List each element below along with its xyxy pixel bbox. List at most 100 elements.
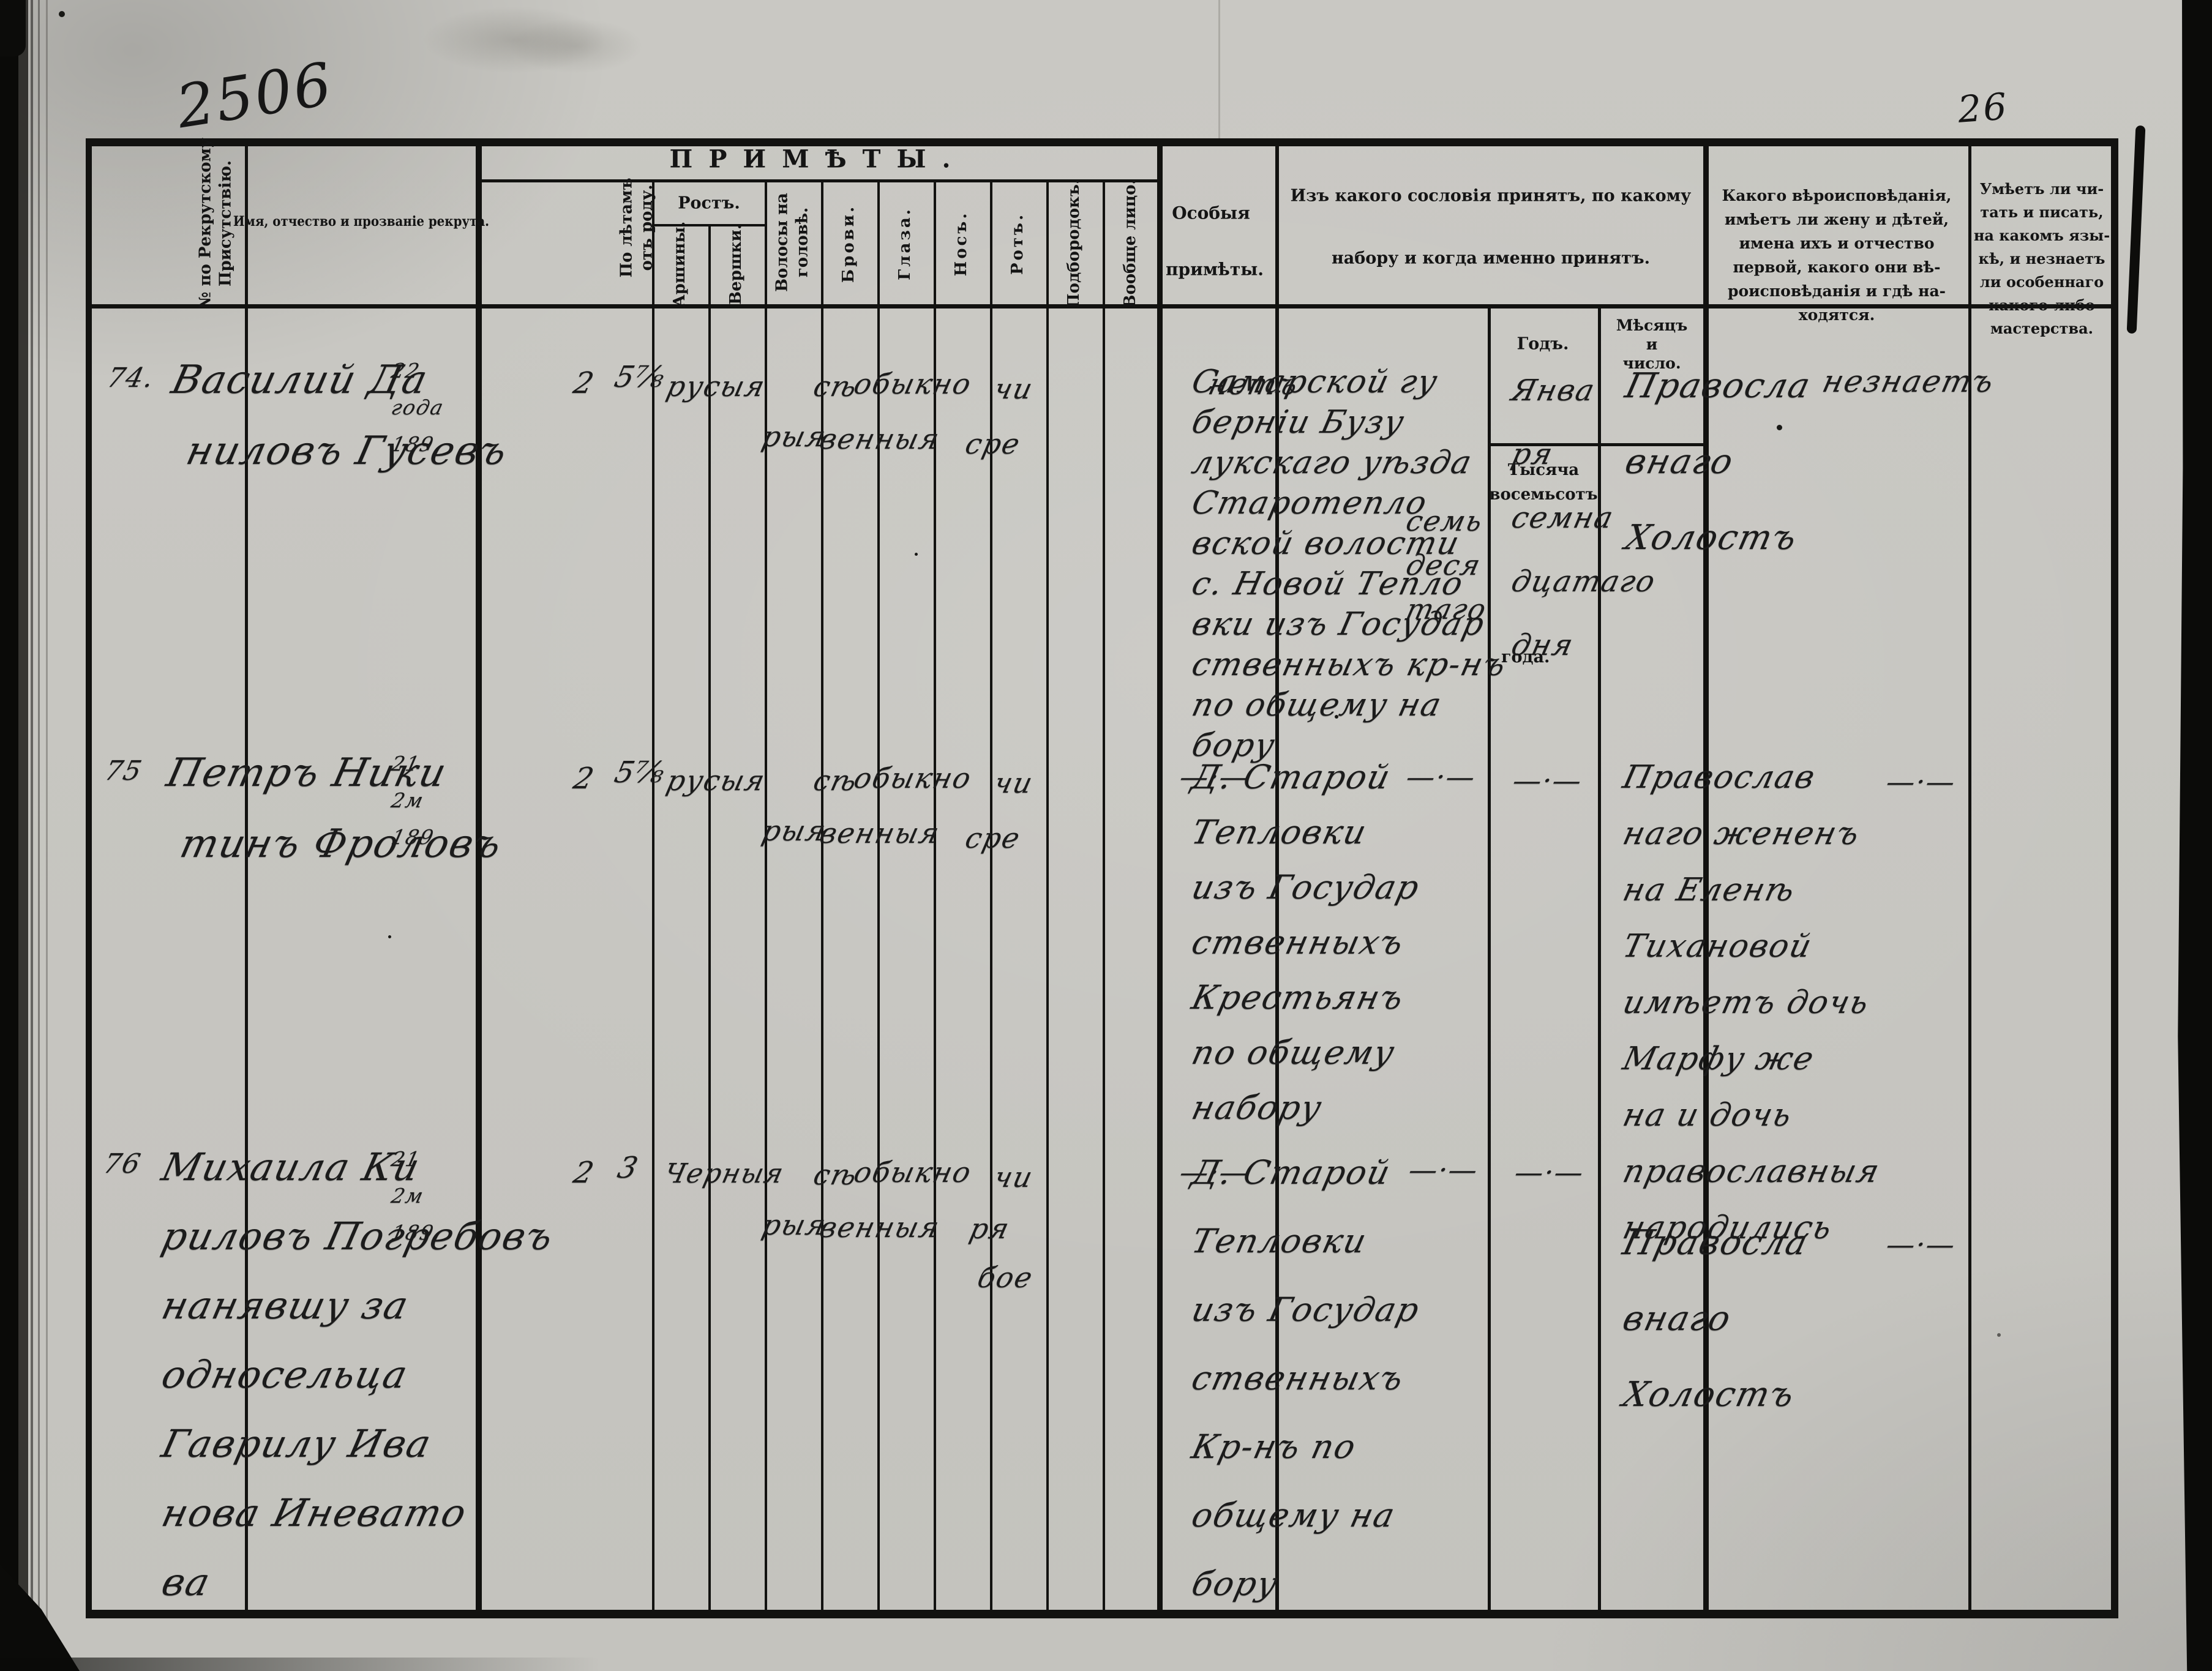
handwritten-rows-2-age-2: 189	[389, 1221, 437, 1244]
page-edge-right-sliver	[2126, 125, 2146, 334]
table-rule-line	[1157, 138, 1163, 1610]
ink-speck	[1997, 1333, 2001, 1337]
handwritten-rows-0-chin_face-0: чи	[991, 372, 1037, 405]
column-header-literacy: Умѣетъ ли чи-тать и писать, на какомъ язы…	[1973, 178, 2111, 340]
column-header-faith-line: роисповѣданія и гдѣ на-	[1727, 282, 1946, 300]
printed-year-thousand-eighthundred: Тысяча восемьсотъ	[1489, 458, 1598, 507]
handwritten-rows-2-age-0: 21	[389, 1147, 423, 1171]
column-header-age: По лѣтамъ отъ роду.	[617, 178, 656, 278]
table-rule-line	[86, 1610, 2117, 1618]
column-header-faith-line: имѣетъ ли жену и дѣтей,	[1724, 211, 1949, 228]
column-header-faith-line: ходятся.	[1798, 306, 1875, 324]
page-stack-line	[31, 0, 33, 1671]
handwritten-rows-1-faith-3: Тихановой	[1619, 928, 1816, 965]
page-stack-line	[38, 0, 40, 1671]
column-header-literacy-line: Умѣетъ ли чи-	[1979, 180, 2104, 198]
handwritten-rows-1-faith-7: православныя	[1619, 1153, 1884, 1190]
table-rule-line	[708, 226, 711, 1610]
handwritten-rows-1-vershoks: 5⅞	[611, 755, 669, 790]
table-rule-line	[86, 138, 2117, 146]
handwritten-rows-0-faith-2: Холостъ	[1621, 518, 1802, 558]
table-rule-line	[653, 224, 766, 226]
handwritten-rows-0-estate-2: лукскаго уѣзда	[1188, 444, 1476, 481]
column-header-height: Ростъ.	[678, 193, 740, 213]
handwritten-rows-1-faith-2: на Еленѣ	[1619, 872, 1799, 908]
handwritten-rows-1-estate-3: ственныхъ	[1188, 923, 1408, 962]
handwritten-rows-2-name-1: риловъ Погребовъ	[157, 1214, 558, 1258]
page-stack-left	[18, 0, 28, 1671]
table-rule-line	[765, 182, 767, 1610]
ghost-stamp	[508, 18, 643, 73]
ink-speck	[915, 553, 918, 556]
corner-mark-top-left	[0, 0, 26, 56]
handwritten-rows-2-name-5: нова Иневато	[157, 1490, 472, 1535]
handwritten-rows-0-estate-8: по общему на	[1188, 687, 1446, 723]
column-header-estate: Изъ какого сословія принятъ, по какому	[1290, 186, 1692, 206]
handwritten-rows-1-chin_face-1: сре	[962, 821, 1024, 854]
handwritten-rows-1-faith-5: Марфу же	[1619, 1041, 1818, 1077]
handwritten-rows-1-estate-0: Д. Старой	[1188, 758, 1395, 796]
table-rule-line	[1275, 138, 1279, 1610]
ink-speck	[1777, 425, 1782, 430]
ink-speck	[388, 935, 391, 938]
table-rule-line	[990, 182, 992, 1610]
handwritten-rows-2-chin_face-2: бое	[974, 1261, 1037, 1294]
handwritten-rows-2-name-3: односельца	[157, 1352, 413, 1397]
handwritten-rows-2-estate-5: общему на	[1188, 1496, 1400, 1535]
table-rule-line	[1488, 304, 1491, 1610]
handwritten-rows-1-estate-1: Тепловки	[1188, 813, 1371, 851]
handwritten-rows-0-name-1: ниловъ Гусевъ	[182, 428, 512, 474]
table-title-primety: ПРИМѢТЫ.	[669, 144, 967, 174]
handwritten-rows-1-nose_mouth-0: обыкно	[850, 761, 975, 794]
handwritten-rows-1-hair: русыя	[663, 764, 770, 797]
column-header-faith-line: имена ихъ и отчество	[1739, 234, 1935, 252]
handwritten-rows-1-no: 75	[102, 755, 146, 787]
handwritten-rows-0-vershoks: 5⅞	[611, 360, 669, 394]
handwritten-rows-2-name-6: ва	[157, 1560, 216, 1604]
table-rule-line	[1598, 304, 1601, 1610]
handwritten-rows-0-no: 74.	[104, 362, 158, 394]
handwritten-rows-2-estate-0: Д. Старой	[1188, 1153, 1395, 1192]
handwritten-rows-2-faith-0: Правосла	[1619, 1223, 1813, 1263]
handwritten-rows-2-estate-1: Тепловки	[1188, 1222, 1371, 1260]
page-stack-line	[46, 0, 48, 1671]
table-rule-line	[934, 182, 936, 1610]
column-header-mouth: Ротъ.	[1008, 212, 1027, 275]
table-rule-line	[1046, 182, 1049, 1610]
folio-number: 2506	[171, 49, 338, 142]
handwritten-rows-2-nose_mouth-1: венныя	[816, 1211, 943, 1244]
handwritten-rows-0-estate-7: ственныхъ кр-нъ	[1188, 646, 1510, 683]
table-rule-line	[476, 138, 482, 1610]
handwritten-rows-0-month-0: Янва	[1508, 373, 1599, 408]
ink-speck	[1335, 715, 1338, 719]
column-header-hair: Волосы на головѣ.	[773, 193, 812, 292]
handwritten-rows-0-month-4: дня	[1508, 628, 1578, 662]
column-header-faith-line: Какого вѣроисповѣданія,	[1722, 187, 1952, 204]
table-rule-line	[478, 179, 1160, 182]
handwritten-rows-2-nose_mouth-0: обыкно	[850, 1156, 975, 1189]
column-header-literacy-line: какого-либо	[1989, 296, 2095, 314]
handwritten-rows-1-year_hw-0: —·—	[1403, 760, 1480, 793]
column-header-chin: Подбородокъ.	[1064, 179, 1083, 308]
handwritten-rows-0-age-1: года	[389, 395, 447, 419]
handwritten-rows-1-arshins: 2	[570, 761, 599, 796]
printed-year-thousand-eighthundred-line: Тысяча	[1507, 461, 1580, 479]
handwritten-rows-2-name-2: нанявшу за	[157, 1283, 414, 1328]
handwritten-rows-1-estate-5: по общему	[1188, 1033, 1400, 1072]
column-header-special-marks: Особыя	[1172, 203, 1250, 223]
handwritten-rows-0-year_hw-2: таго	[1403, 593, 1491, 626]
table-rule-line	[1488, 443, 1706, 446]
handwritten-rows-1-chin_face-0: чи	[991, 766, 1037, 799]
handwritten-rows-1-month-0: —·—	[1509, 764, 1586, 797]
handwritten-rows-2-name-0: Михаила Ки	[157, 1145, 425, 1189]
column-header-literacy-line: кѣ, и незнаетъ	[1978, 250, 2105, 267]
handwritten-rows-0-arshins: 2	[570, 366, 599, 400]
column-header-literacy-line: на какомъ язы-	[1973, 226, 2110, 244]
column-header-name: Имя, отчество и прозваніе рекрута.	[233, 214, 490, 230]
handwritten-rows-2-estate-6: бору	[1188, 1564, 1283, 1603]
handwritten-rows-0-hair: русыя	[663, 370, 770, 403]
handwritten-rows-2-literacy-0: —·—	[1883, 1228, 1960, 1261]
handwritten-rows-0-year_hw-1: деся	[1403, 548, 1485, 581]
column-header-special-marks: примѣты.	[1165, 259, 1264, 280]
